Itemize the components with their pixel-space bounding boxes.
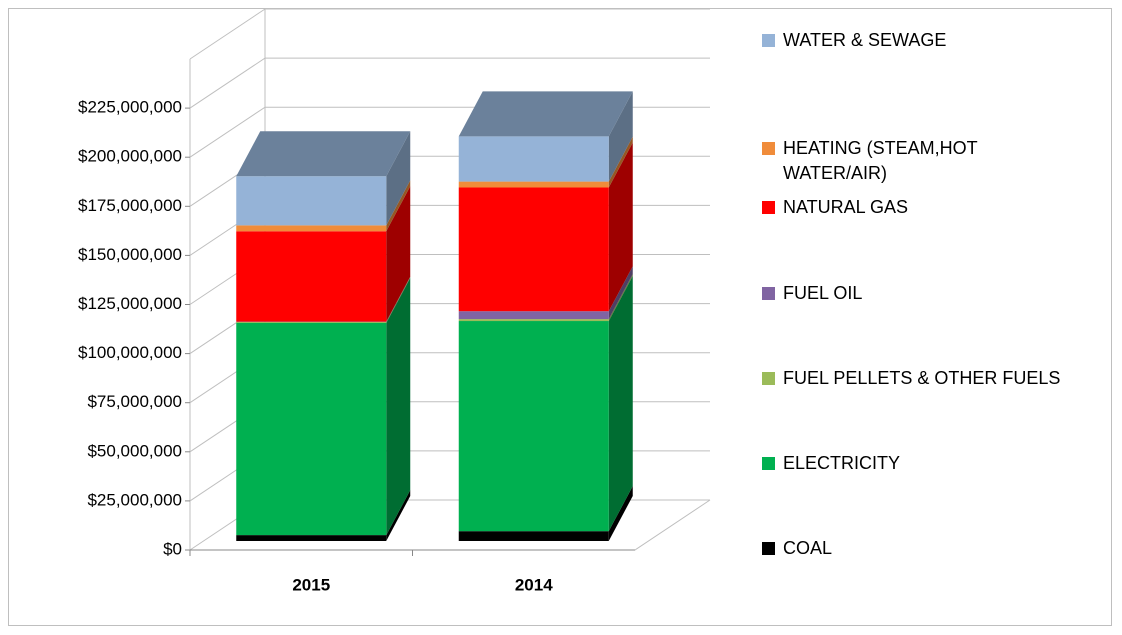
- bar-segment: [458, 311, 609, 320]
- legend-item: COAL: [762, 536, 832, 561]
- legend-swatch: [762, 201, 775, 214]
- legend-swatch: [762, 287, 775, 300]
- bar-side: [386, 277, 411, 323]
- legend-item: HEATING (STEAM,HOT WATER/AIR): [762, 136, 992, 186]
- legend-label: ELECTRICITY: [783, 453, 901, 473]
- legend-item: FUEL PELLETS & OTHER FUELS: [762, 366, 1060, 391]
- legend-label: NATURAL GAS: [783, 197, 909, 217]
- bar-side: [386, 186, 411, 322]
- bar-side: [386, 277, 411, 536]
- legend-item: ELECTRICITY: [762, 451, 900, 476]
- bar-side: [608, 91, 633, 182]
- x-tick-label: 2015: [292, 575, 330, 594]
- bar-side: [608, 142, 633, 312]
- y-tick-label: $150,000,000: [78, 245, 182, 264]
- bar-top: [458, 91, 633, 137]
- x-tick-label: 2014: [515, 575, 553, 594]
- bar-segment: [458, 187, 609, 312]
- legend-label: COAL: [783, 538, 833, 558]
- bar-segment: [236, 322, 387, 323]
- y-tick-label: $100,000,000: [78, 343, 182, 362]
- bar-segment: [236, 535, 387, 541]
- y-tick-label: $0: [163, 539, 182, 558]
- bar-segment: [236, 176, 387, 226]
- legend-swatch: [762, 542, 775, 555]
- bar-side: [386, 490, 411, 541]
- legend-swatch: [762, 372, 775, 385]
- bar-side: [386, 131, 411, 226]
- legend-label: FUEL PELLETS & OTHER FUELS: [783, 368, 1061, 388]
- y-tick-label: $25,000,000: [87, 490, 182, 509]
- bar-side: [608, 136, 633, 188]
- legend-label: HEATING (STEAM,HOT WATER/AIR): [783, 138, 978, 183]
- y-tick-label: $75,000,000: [87, 392, 182, 411]
- legend-label: FUEL OIL: [783, 283, 863, 303]
- bar-top: [236, 131, 411, 177]
- legend-label: WATER & SEWAGE: [783, 30, 947, 50]
- y-tick-label: $225,000,000: [78, 98, 182, 117]
- legend-item: NATURAL GAS: [762, 195, 908, 220]
- grid-line: [189, 57, 710, 109]
- bar-segment: [236, 231, 387, 322]
- legend-item: WATER & SEWAGE: [762, 28, 946, 53]
- y-tick-label: $200,000,000: [78, 147, 182, 166]
- bar-segment: [236, 322, 387, 536]
- bar-side: [608, 486, 633, 541]
- bar-segment: [458, 531, 609, 541]
- y-tick-label: $175,000,000: [78, 196, 182, 215]
- legend-item: FUEL OIL: [762, 281, 862, 306]
- wall-edge: [189, 8, 266, 60]
- legend-swatch: [762, 457, 775, 470]
- legend-swatch: [762, 34, 775, 47]
- bar-segment: [236, 225, 387, 232]
- bar-side: [608, 266, 633, 320]
- y-tick-label: $125,000,000: [78, 294, 182, 313]
- bar-side: [608, 276, 633, 532]
- bar-segment: [458, 136, 609, 182]
- bar-side: [386, 276, 411, 323]
- bar-segment: [458, 321, 609, 532]
- y-tick-label: $50,000,000: [87, 441, 182, 460]
- bar-segment: [458, 319, 609, 322]
- bar-segment: [458, 181, 609, 188]
- bar-side: [386, 180, 411, 232]
- legend-swatch: [762, 142, 775, 155]
- bar-side: [608, 274, 633, 322]
